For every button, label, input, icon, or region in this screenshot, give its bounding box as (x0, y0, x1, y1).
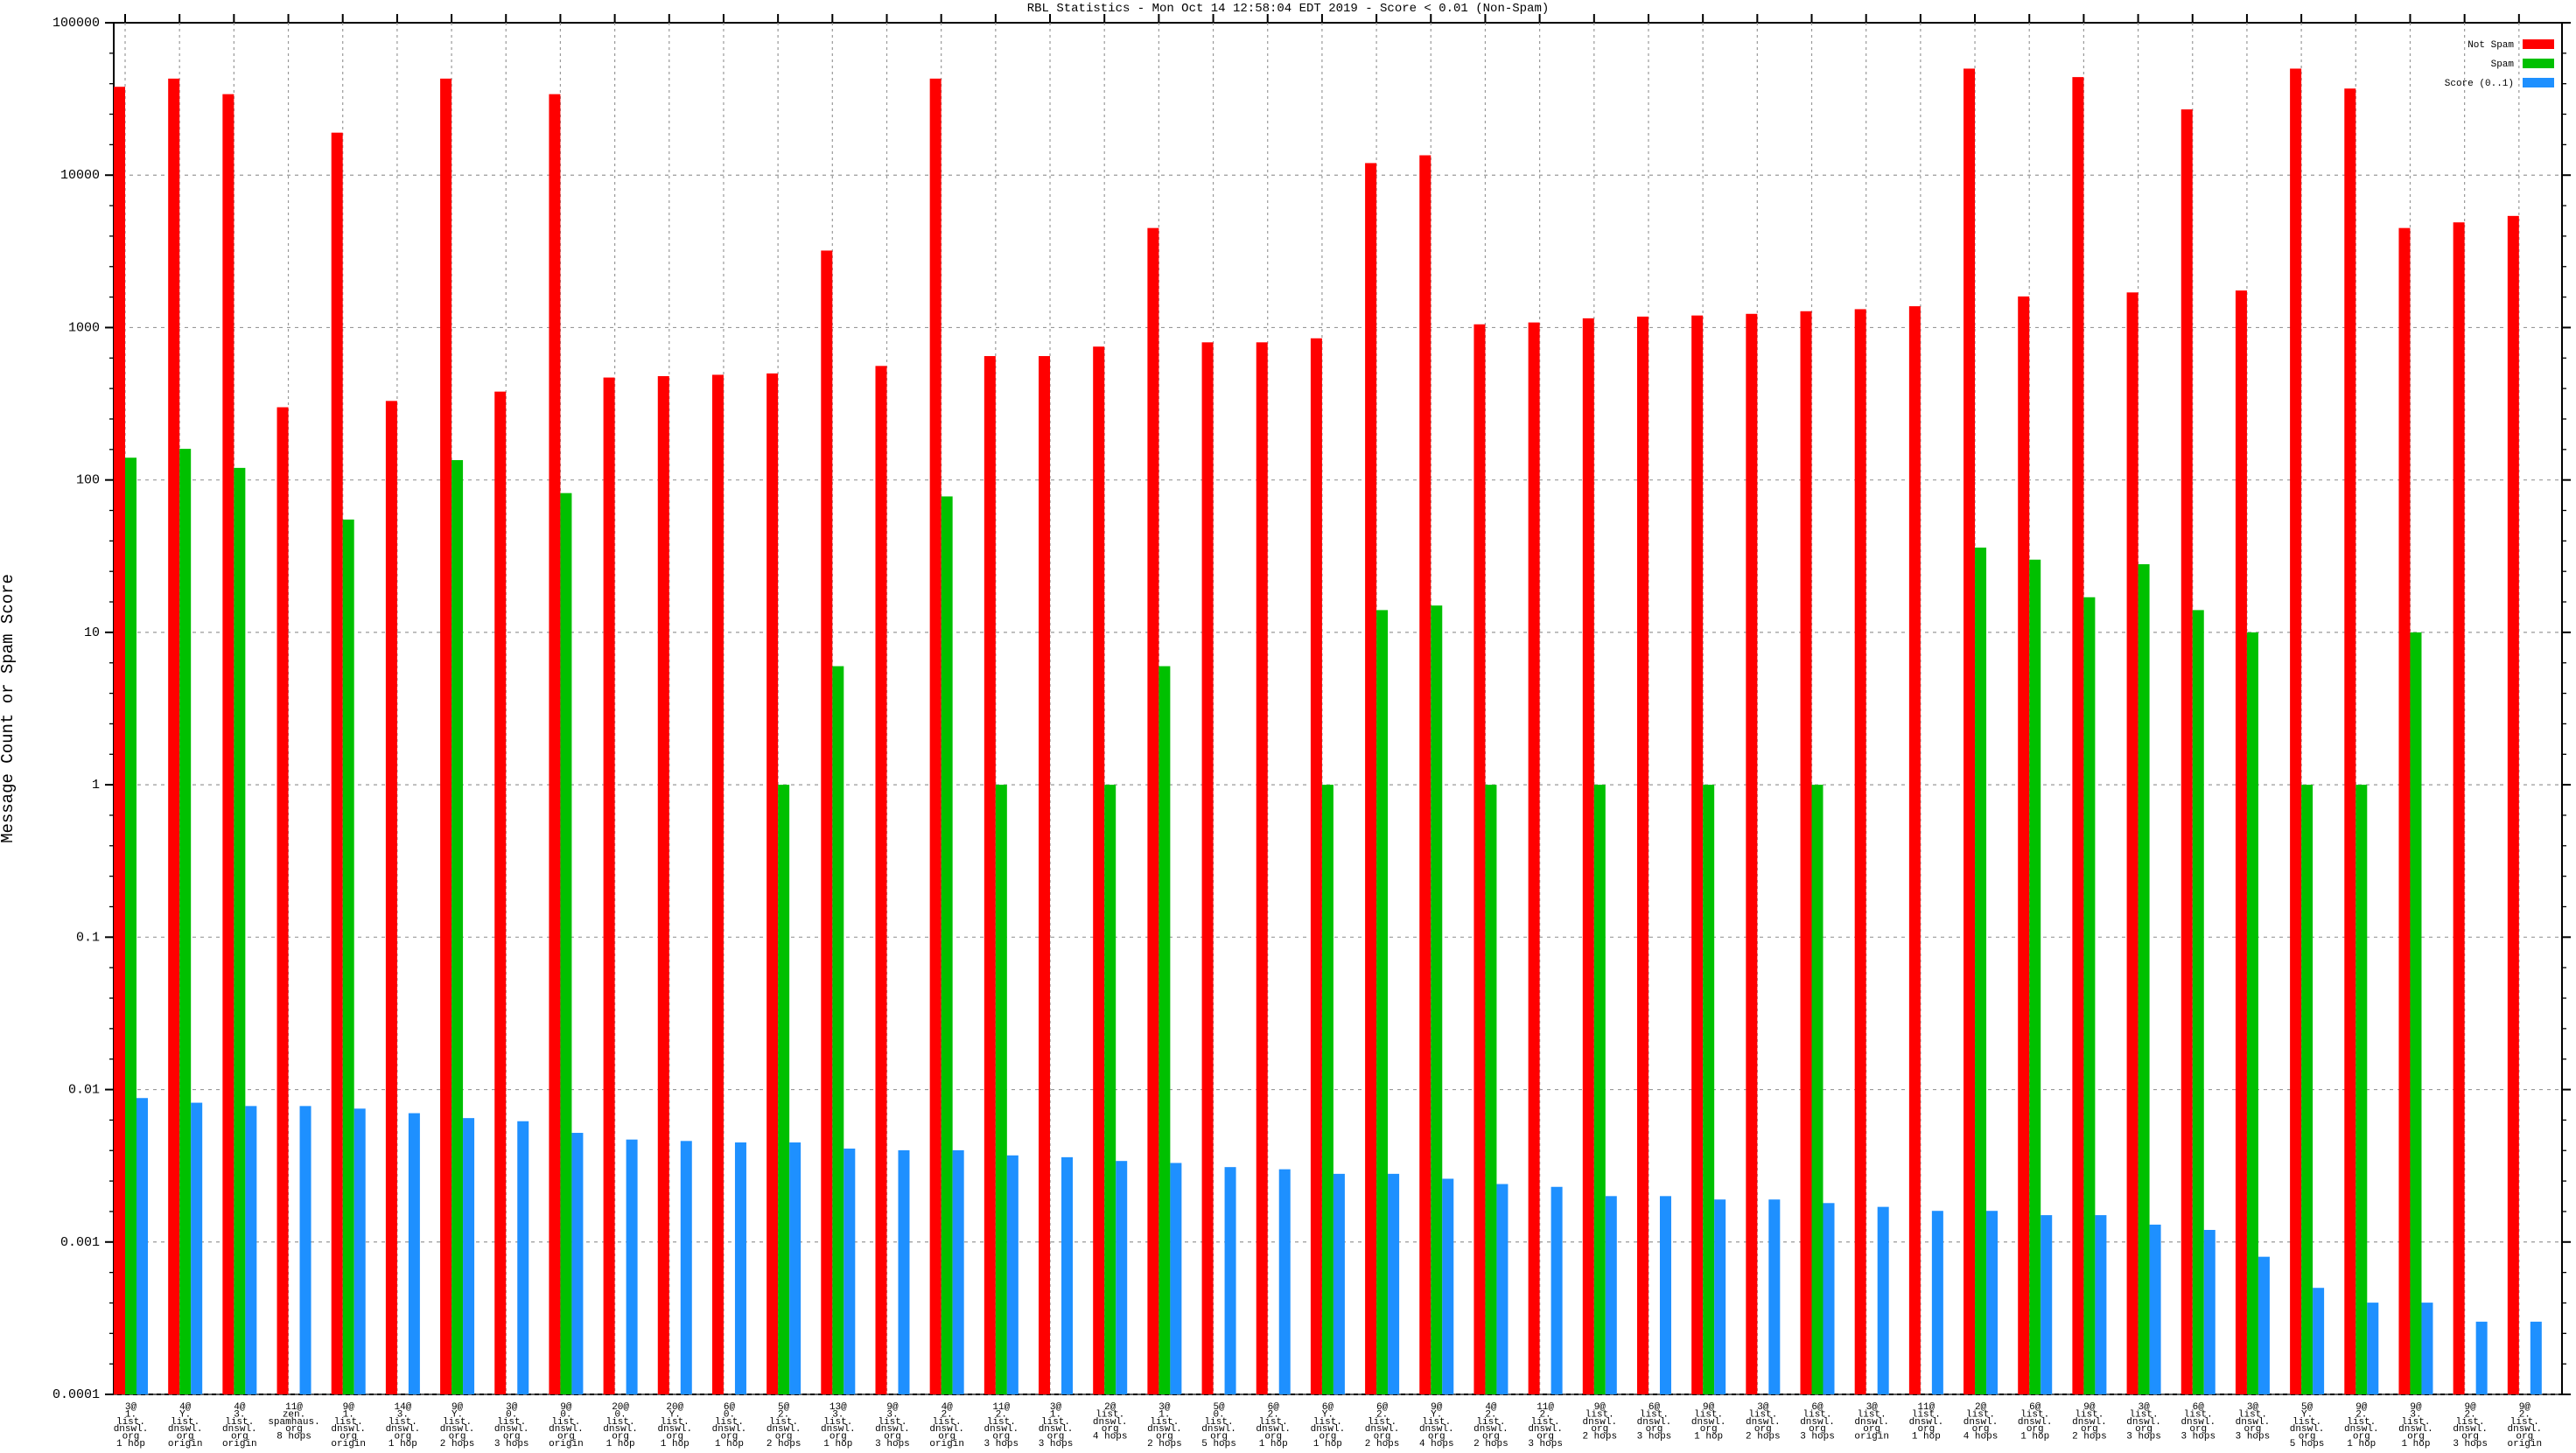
svg-text:origin: origin (331, 1439, 366, 1449)
svg-text:2 hops: 2 hops (1582, 1432, 1617, 1443)
svg-text:Score (0..1): Score (0..1) (2445, 79, 2514, 89)
svg-text:origin: origin (2508, 1439, 2543, 1449)
svg-text:10000: 10000 (60, 168, 100, 183)
svg-text:2 hops: 2 hops (1365, 1439, 1400, 1449)
svg-text:2 hops: 2 hops (1746, 1432, 1781, 1443)
svg-text:2 hops: 2 hops (1147, 1439, 1182, 1449)
svg-text:5 hops: 5 hops (2290, 1439, 2325, 1449)
svg-text:1 hop: 1 hop (1313, 1439, 1342, 1449)
svg-text:RBL Statistics - Mon Oct 14 12: RBL Statistics - Mon Oct 14 12:58:04 EDT… (1027, 2, 1550, 16)
svg-text:8 hops: 8 hops (276, 1432, 312, 1443)
svg-text:10: 10 (84, 625, 100, 640)
svg-text:100000: 100000 (52, 16, 100, 31)
svg-text:4 hops: 4 hops (1093, 1432, 1128, 1443)
svg-text:0.0001: 0.0001 (52, 1387, 100, 1402)
svg-text:3 hops: 3 hops (2180, 1432, 2216, 1443)
svg-text:origin: origin (929, 1439, 964, 1449)
svg-text:0.001: 0.001 (60, 1235, 100, 1250)
svg-text:1 hop: 1 hop (2401, 1439, 2430, 1449)
svg-text:1 hop: 1 hop (1694, 1432, 1723, 1443)
svg-text:3 hops: 3 hops (1039, 1439, 1074, 1449)
svg-text:origin: origin (168, 1439, 203, 1449)
svg-text:1: 1 (92, 778, 100, 793)
svg-text:origin: origin (222, 1439, 257, 1449)
svg-text:3 hops: 3 hops (2453, 1439, 2488, 1449)
svg-text:2 hops: 2 hops (440, 1439, 475, 1449)
svg-text:1 hop: 1 hop (2347, 1439, 2376, 1449)
svg-text:3 hops: 3 hops (2236, 1432, 2271, 1443)
svg-text:3 hops: 3 hops (494, 1439, 529, 1449)
svg-text:3 hops: 3 hops (984, 1439, 1019, 1449)
svg-text:origin: origin (549, 1439, 584, 1449)
svg-text:0.1: 0.1 (76, 930, 100, 945)
svg-text:2 hops: 2 hops (766, 1439, 802, 1449)
svg-text:1 hop: 1 hop (388, 1439, 417, 1449)
svg-text:1 hop: 1 hop (715, 1439, 744, 1449)
svg-text:Not Spam: Not Spam (2468, 40, 2514, 51)
svg-text:Spam: Spam (2491, 59, 2515, 70)
svg-text:5 hops: 5 hops (1201, 1439, 1236, 1449)
svg-text:3 hops: 3 hops (1637, 1432, 1672, 1443)
svg-text:1 hop: 1 hop (823, 1439, 852, 1449)
svg-text:1 hop: 1 hop (661, 1439, 690, 1449)
svg-text:4 hops: 4 hops (1964, 1432, 1998, 1443)
svg-text:1 hop: 1 hop (116, 1439, 145, 1449)
svg-text:3 hops: 3 hops (2126, 1432, 2161, 1443)
svg-text:2 hops: 2 hops (1474, 1439, 1508, 1449)
svg-text:4 hops: 4 hops (1419, 1439, 1454, 1449)
svg-text:origin: origin (1854, 1432, 1889, 1443)
svg-text:3 hops: 3 hops (1800, 1432, 1835, 1443)
svg-text:2 hops: 2 hops (2072, 1432, 2107, 1443)
svg-text:Message Count or Spam Score: Message Count or Spam Score (0, 574, 18, 843)
svg-text:1 hop: 1 hop (1912, 1432, 1941, 1443)
svg-text:3 hops: 3 hops (875, 1439, 910, 1449)
svg-text:1000: 1000 (68, 320, 100, 335)
svg-text:1 hop: 1 hop (1259, 1439, 1288, 1449)
svg-text:1 hop: 1 hop (2020, 1432, 2049, 1443)
svg-text:1 hop: 1 hop (606, 1439, 635, 1449)
svg-text:0.01: 0.01 (68, 1083, 100, 1098)
svg-text:100: 100 (76, 473, 100, 488)
svg-text:3 hops: 3 hops (1528, 1439, 1563, 1449)
